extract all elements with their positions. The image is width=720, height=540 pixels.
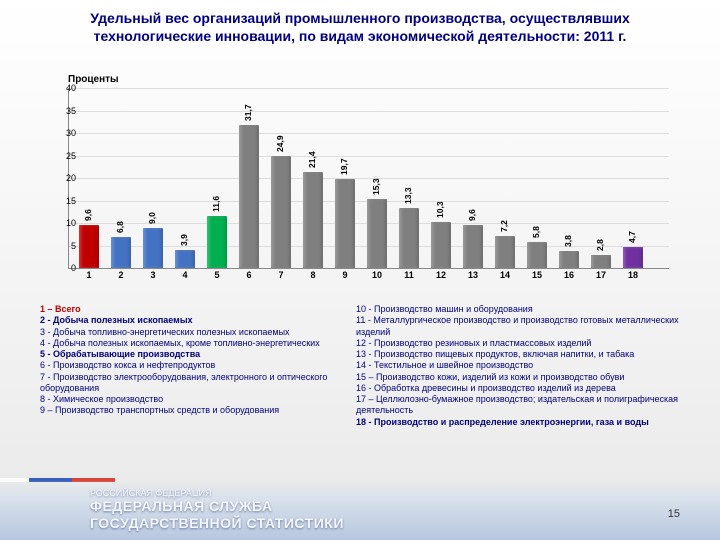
- bar: [623, 247, 643, 268]
- legend-item: 12 - Производство резиновых и пластмассо…: [356, 338, 680, 349]
- y-tick: 5: [56, 241, 76, 251]
- bar-value-label: 19,7: [339, 159, 349, 176]
- page-number: 15: [668, 508, 680, 520]
- legend-item: 1 – Всего: [40, 304, 340, 315]
- y-tick: 0: [56, 263, 76, 273]
- legend-item: 17 – Целлюлозно-бумажное производство; и…: [356, 394, 680, 417]
- x-tick: 1: [79, 270, 99, 280]
- bar: [431, 222, 451, 268]
- bar-value-label: 13,3: [403, 188, 413, 205]
- grid-line: [69, 178, 669, 179]
- bar-value-label: 6,8: [115, 222, 125, 234]
- bar-value-label: 9,0: [147, 212, 157, 224]
- bar-value-label: 9,6: [83, 209, 93, 221]
- x-tick: 3: [143, 270, 163, 280]
- bar: [367, 199, 387, 268]
- x-tick: 15: [527, 270, 547, 280]
- bar-value-label: 11,6: [211, 196, 221, 212]
- legend: 1 – Всего2 - Добыча полезных ископаемых3…: [40, 304, 680, 428]
- legend-column-right: 10 - Производство машин и оборудования11…: [356, 304, 680, 428]
- bar: [79, 225, 99, 268]
- x-tick: 2: [111, 270, 131, 280]
- legend-column-left: 1 – Всего2 - Добыча полезных ископаемых3…: [40, 304, 340, 428]
- bar-value-label: 15,3: [371, 179, 381, 196]
- legend-item: 13 - Производство пищевых продуктов, вкл…: [356, 349, 680, 360]
- x-tick: 17: [591, 270, 611, 280]
- bar: [463, 225, 483, 268]
- grid-line: [69, 88, 669, 89]
- plot-area: 9,616,829,033,9411,6531,7624,9721,4819,7…: [68, 88, 669, 269]
- grid-line: [69, 133, 669, 134]
- footer-bar: РОССИЙСКАЯ ФЕДЕРАЦИЯ ФЕДЕРАЛЬНАЯ СЛУЖБА …: [0, 480, 720, 540]
- bar-value-label: 24,9: [275, 135, 285, 152]
- y-tick: 25: [56, 151, 76, 161]
- x-tick: 9: [335, 270, 355, 280]
- footer-line2: ФЕДЕРАЛЬНАЯ СЛУЖБА: [90, 498, 344, 515]
- bar-value-label: 3,9: [179, 235, 189, 247]
- x-tick: 10: [367, 270, 387, 280]
- legend-item: 18 - Производство и распределение электр…: [356, 417, 680, 428]
- x-tick: 13: [463, 270, 483, 280]
- bar: [399, 208, 419, 268]
- bar: [559, 251, 579, 268]
- x-tick: 14: [495, 270, 515, 280]
- y-tick: 15: [56, 196, 76, 206]
- x-tick: 16: [559, 270, 579, 280]
- slide: Удельный вес организаций промышленного п…: [0, 0, 720, 540]
- x-tick: 11: [399, 270, 419, 280]
- x-tick: 5: [207, 270, 227, 280]
- legend-item: 5 - Обрабатывающие производства: [40, 349, 340, 360]
- legend-item: 10 - Производство машин и оборудования: [356, 304, 680, 315]
- bar: [239, 125, 259, 268]
- x-tick: 7: [271, 270, 291, 280]
- bar: [527, 242, 547, 268]
- bar: [335, 179, 355, 268]
- legend-item: 6 - Производство кокса и нефтепродуктов: [40, 360, 340, 371]
- bar: [207, 216, 227, 268]
- footer-line1: РОССИЙСКАЯ ФЕДЕРАЦИЯ: [90, 488, 344, 499]
- legend-item: 16 - Обработка древесины и производство …: [356, 383, 680, 394]
- bar: [111, 237, 131, 268]
- bar-value-label: 5,8: [531, 226, 541, 238]
- page-title: Удельный вес организаций промышленного п…: [0, 0, 720, 45]
- legend-item: 11 - Металлургическое производство и про…: [356, 315, 680, 338]
- y-tick: 20: [56, 173, 76, 183]
- legend-item: 14 - Текстильное и швейное производство: [356, 360, 680, 371]
- legend-item: 15 – Производство кожи, изделий из кожи …: [356, 372, 680, 383]
- legend-item: 3 - Добыча топливно-энергетических полез…: [40, 327, 340, 338]
- legend-item: 2 - Добыча полезных ископаемых: [40, 315, 340, 326]
- bar: [271, 156, 291, 268]
- legend-item: 8 - Химическое производство: [40, 394, 340, 405]
- bar: [303, 172, 323, 268]
- bar-chart: Проценты 9,616,829,033,9411,6531,7624,97…: [40, 76, 680, 286]
- x-tick: 6: [239, 270, 259, 280]
- y-tick: 35: [56, 106, 76, 116]
- y-tick: 40: [56, 83, 76, 93]
- x-tick: 8: [303, 270, 323, 280]
- legend-item: 7 - Производство электрооборудования, эл…: [40, 372, 340, 395]
- legend-item: 9 – Производство транспортных средств и …: [40, 405, 340, 416]
- bar: [591, 255, 611, 268]
- bar-value-label: 2,8: [595, 240, 605, 252]
- x-tick: 12: [431, 270, 451, 280]
- grid-line: [69, 111, 669, 112]
- bar: [143, 228, 163, 269]
- bar-value-label: 10,3: [435, 201, 445, 218]
- footer-text: РОССИЙСКАЯ ФЕДЕРАЦИЯ ФЕДЕРАЛЬНАЯ СЛУЖБА …: [90, 488, 344, 532]
- bar: [175, 250, 195, 268]
- bar-value-label: 3,8: [563, 235, 573, 247]
- y-tick: 10: [56, 218, 76, 228]
- x-tick: 18: [623, 270, 643, 280]
- bar-value-label: 7,2: [499, 220, 509, 232]
- grid-line: [69, 156, 669, 157]
- bar-value-label: 4,7: [627, 231, 637, 243]
- y-tick: 30: [56, 128, 76, 138]
- bar-value-label: 31,7: [243, 105, 253, 122]
- footer-line3: ГОСУДАРСТВЕННОЙ СТАТИСТИКИ: [90, 515, 344, 532]
- bar: [495, 236, 515, 268]
- bar-value-label: 21,4: [307, 151, 317, 168]
- x-tick: 4: [175, 270, 195, 280]
- bar-value-label: 9,6: [467, 209, 477, 221]
- legend-item: 4 - Добыча полезных ископаемых, кроме то…: [40, 338, 340, 349]
